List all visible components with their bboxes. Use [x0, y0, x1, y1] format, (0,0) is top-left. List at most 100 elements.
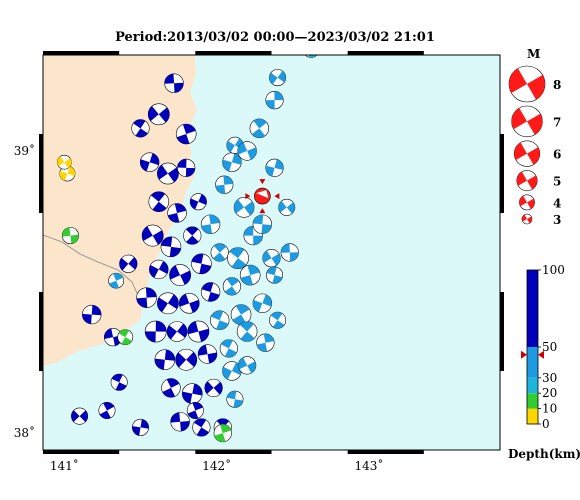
- magnitude-legend-item: 7: [511, 105, 561, 138]
- depth-tick-label: 100: [542, 263, 565, 277]
- focal-mechanism: [227, 247, 249, 270]
- focal-mechanism: [175, 123, 197, 145]
- focal-mechanism: [266, 266, 284, 284]
- focal-mechanism: [147, 103, 170, 126]
- focal-mechanism: [237, 141, 257, 161]
- main-event-ball: [254, 187, 271, 205]
- longitude-tick-label: 142˚: [202, 458, 231, 473]
- depth-marker-left: [521, 350, 527, 359]
- focal-mechanism: [230, 304, 252, 325]
- magnitude-legend-label: 8: [553, 78, 561, 92]
- focal-mechanism: [154, 349, 176, 371]
- focal-mechanism: [167, 203, 187, 223]
- magnitude-legend-item: 6: [513, 140, 561, 167]
- main-event-marker: [245, 193, 251, 200]
- focal-mechanism: [178, 292, 200, 314]
- focal-mechanism: [215, 175, 234, 194]
- longitude-tick-label: 141˚: [50, 458, 79, 473]
- frame-bar-bottom: [347, 450, 424, 454]
- depth-axis-label: Depth(km): [508, 447, 580, 461]
- depth-tick-label: 20: [542, 386, 557, 400]
- focal-mechanism: [280, 243, 299, 262]
- land-area: [43, 55, 197, 366]
- focal-mechanism: [61, 227, 79, 245]
- map-title: Period:2013/03/02 00:00—2023/03/02 21:01: [115, 30, 435, 45]
- main-event-marker: [259, 179, 266, 185]
- frame-bar-left: [39, 292, 43, 371]
- magnitude-legend-label: 7: [553, 115, 561, 129]
- focal-mechanism: [136, 287, 157, 308]
- focal-mechanism: [269, 69, 287, 87]
- focal-mechanism: [249, 118, 270, 139]
- focal-mechanism: [71, 407, 89, 425]
- longitude-tick-label: 143˚: [355, 458, 384, 473]
- frame-bar-top: [195, 51, 272, 55]
- focal-mechanism: [181, 383, 203, 404]
- focal-mechanism: [187, 320, 210, 343]
- magnitude-legend-item: 8: [508, 65, 561, 103]
- main-event: [245, 179, 280, 214]
- main-event-marker: [274, 193, 280, 200]
- focal-mechanism: [57, 154, 72, 170]
- focal-mechanism: [98, 401, 116, 419]
- focal-mechanism: [131, 119, 150, 138]
- focal-mechanism: [262, 249, 281, 268]
- focal-mechanism: [226, 390, 244, 408]
- depth-tick-label: 50: [542, 340, 557, 354]
- magnitude-legend-label: 3: [553, 213, 561, 227]
- focal-mechanism: [197, 344, 218, 364]
- focal-mechanism: [200, 282, 221, 302]
- depth-band: [527, 347, 538, 378]
- focal-mechanism-group: [57, 55, 318, 443]
- focal-mechanism: [269, 311, 287, 329]
- magnitude-legend-label: 5: [553, 175, 561, 189]
- depth-tick-label: 30: [542, 371, 557, 385]
- focal-mechanism: [149, 259, 169, 280]
- focal-mechanism: [164, 73, 184, 93]
- map-frame-ticks: [39, 51, 504, 454]
- focal-mechanism: [141, 224, 164, 247]
- depth-band: [527, 270, 538, 347]
- depth-band: [527, 408, 538, 424]
- focal-mechanism: [131, 418, 149, 436]
- depth-tick-label: 10: [542, 402, 557, 416]
- frame-bar-left: [39, 134, 43, 213]
- focal-mechanism: [108, 272, 125, 289]
- focal-mechanism: [157, 162, 179, 185]
- depth-marker-right: [538, 350, 544, 359]
- frame-bar-bottom: [195, 450, 272, 454]
- focal-mechanism: [177, 158, 196, 177]
- focal-mechanism: [278, 198, 296, 216]
- focal-mechanism: [252, 214, 273, 234]
- focal-mechanism: [222, 152, 242, 172]
- focal-mechanism: [175, 348, 198, 371]
- focal-mechanism: [183, 226, 202, 245]
- focal-mechanism: [110, 373, 128, 391]
- focal-mechanism: [160, 236, 182, 258]
- magnitude-legend-item: 3: [521, 213, 561, 227]
- magnitude-legend-label: 4: [553, 196, 561, 210]
- focal-mechanism: [191, 253, 212, 275]
- focal-mechanism: [139, 152, 160, 172]
- magnitude-legend-item: 4: [519, 194, 561, 210]
- focal-mechanism: [236, 321, 258, 342]
- focal-mechanism: [119, 254, 138, 273]
- focal-mechanism: [144, 320, 167, 343]
- latitude-labels: 39˚ 38˚: [14, 143, 35, 440]
- focal-mechanism: [210, 310, 230, 330]
- magnitude-legend: 8 7 6 5 4 3: [508, 65, 561, 227]
- focal-mechanism: [59, 165, 76, 182]
- focal-mechanism: [233, 197, 255, 218]
- frame-bar-bottom: [43, 450, 120, 454]
- depth-band: [527, 377, 538, 394]
- focal-mechanism: [219, 339, 238, 358]
- focal-mechanism: [157, 292, 179, 315]
- focal-mechanism: [252, 293, 273, 313]
- focal-mechanism: [239, 264, 261, 286]
- latitude-tick-label: 39˚: [14, 143, 35, 158]
- focal-mechanism: [222, 277, 241, 296]
- focal-mechanism: [166, 321, 188, 342]
- focal-mechanism: [189, 193, 207, 211]
- frame-bar-top: [347, 51, 424, 55]
